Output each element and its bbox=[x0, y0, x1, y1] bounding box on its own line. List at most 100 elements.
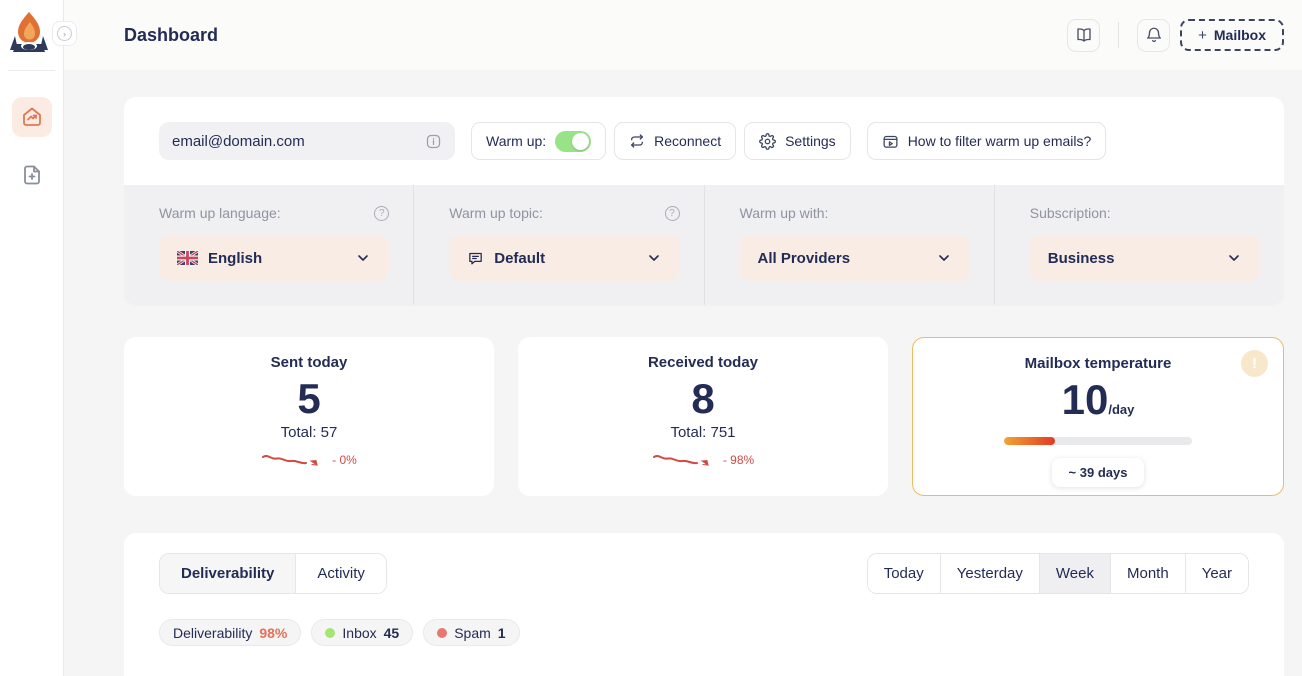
spam-badge[interactable]: Spam 1 bbox=[423, 619, 520, 646]
settings-col-subscription: Subscription: Business bbox=[993, 185, 1284, 305]
chevron-down-icon bbox=[648, 255, 659, 261]
add-mailbox-button[interactable]: + Mailbox bbox=[1180, 19, 1284, 51]
temperature-unit: /day bbox=[1108, 402, 1135, 417]
add-mailbox-label: Mailbox bbox=[1213, 27, 1266, 43]
tab-activity[interactable]: Activity bbox=[296, 554, 386, 593]
inbox-badge[interactable]: Inbox 45 bbox=[311, 619, 414, 646]
mailbox-config-card: Warm up: Reconnect Settings bbox=[124, 97, 1284, 305]
mailbox-toolbar: Warm up: Reconnect Settings bbox=[124, 97, 1284, 185]
range-year[interactable]: Year bbox=[1184, 554, 1248, 593]
temperature-value: 10/day bbox=[1061, 376, 1135, 423]
reconnect-button[interactable]: Reconnect bbox=[614, 122, 737, 160]
chart-controls: Deliverability Activity Today Yesterday … bbox=[159, 553, 1249, 594]
received-today-card: Received today 8 Total: 751 - 98% bbox=[518, 337, 888, 496]
bell-icon bbox=[1146, 27, 1161, 43]
howto-filter-button[interactable]: How to filter warm up emails? bbox=[866, 122, 1107, 160]
providers-value: All Providers bbox=[757, 249, 851, 267]
sidebar-item-reports[interactable] bbox=[12, 155, 52, 195]
subscription-value: Business bbox=[1047, 249, 1115, 267]
book-icon bbox=[1076, 28, 1091, 42]
deliverability-badge[interactable]: Deliverability 98% bbox=[159, 619, 302, 646]
deliverability-card: Deliverability Activity Today Yesterday … bbox=[124, 533, 1284, 676]
stats-row: Sent today 5 Total: 57 - 0% Received tod… bbox=[124, 337, 1284, 496]
trend-row: - 0% bbox=[261, 452, 357, 468]
range-week[interactable]: Week bbox=[1038, 554, 1110, 593]
stat-total: Total: 57 bbox=[280, 424, 338, 442]
days-remaining-badge[interactable]: ~ 39 days bbox=[1051, 458, 1145, 488]
language-label: Warm up language: bbox=[159, 205, 281, 221]
range-month[interactable]: Month bbox=[1109, 554, 1185, 593]
howto-filter-label: How to filter warm up emails? bbox=[907, 133, 1092, 149]
sparkline-down-icon bbox=[262, 455, 318, 467]
chevron-down-icon bbox=[938, 255, 949, 261]
exclamation-icon[interactable]: ! bbox=[1241, 350, 1268, 377]
range-today[interactable]: Today bbox=[867, 554, 940, 593]
help-icon[interactable]: ? bbox=[374, 205, 390, 221]
sidebar: › bbox=[0, 0, 77, 676]
chart-tabs: Deliverability Activity bbox=[159, 553, 387, 594]
temperature-progress bbox=[1004, 437, 1192, 446]
language-dropdown[interactable]: English bbox=[159, 235, 390, 281]
badge-label: Spam bbox=[454, 624, 491, 641]
range-selector: Today Yesterday Week Month Year bbox=[866, 553, 1249, 594]
stat-title: Received today bbox=[647, 354, 759, 371]
topic-label: Warm up topic: bbox=[449, 205, 543, 221]
sync-icon bbox=[631, 134, 644, 148]
main-content: Warm up: Reconnect Settings bbox=[64, 70, 1302, 676]
sidebar-nav bbox=[0, 97, 63, 195]
settings-label: Settings bbox=[785, 133, 836, 149]
range-yesterday[interactable]: Yesterday bbox=[939, 554, 1039, 593]
settings-col-providers: Warm up with: All Providers bbox=[703, 185, 994, 305]
sparkline-down-icon bbox=[652, 455, 709, 467]
language-value: English bbox=[208, 249, 263, 267]
tab-deliverability[interactable]: Deliverability bbox=[160, 554, 297, 593]
badge-value: 1 bbox=[497, 624, 506, 641]
sidebar-collapse-button[interactable]: › bbox=[52, 21, 77, 46]
inbox-dot-icon bbox=[325, 627, 336, 638]
temperature-progress-fill bbox=[1004, 437, 1055, 446]
warmup-settings-band: Warm up language: ? English bbox=[124, 185, 1284, 305]
plus-icon: + bbox=[1198, 26, 1207, 44]
trend-value: - 0% bbox=[332, 453, 357, 468]
header: Dashboard + Mailbox bbox=[64, 0, 1302, 70]
spam-dot-icon bbox=[437, 627, 448, 638]
chevron-down-icon bbox=[1229, 255, 1239, 261]
subscription-dropdown[interactable]: Business bbox=[1029, 235, 1260, 281]
page-title: Dashboard bbox=[124, 24, 219, 45]
sidebar-divider bbox=[8, 70, 55, 71]
providers-dropdown[interactable]: All Providers bbox=[739, 235, 970, 281]
uk-flag-icon bbox=[177, 251, 198, 265]
chevron-down-icon bbox=[358, 255, 369, 261]
mailbox-temperature-card: ! Mailbox temperature 10/day ~ 39 days bbox=[912, 337, 1284, 496]
stat-value: 5 bbox=[297, 375, 321, 422]
video-icon bbox=[883, 135, 898, 148]
email-field[interactable] bbox=[172, 132, 417, 150]
badge-value: 98% bbox=[259, 624, 288, 641]
providers-label: Warm up with: bbox=[739, 205, 829, 221]
home-trend-icon bbox=[22, 107, 41, 126]
header-actions: + Mailbox bbox=[1067, 18, 1284, 52]
temperature-title: Mailbox temperature bbox=[1024, 355, 1172, 372]
settings-col-language: Warm up language: ? English bbox=[124, 185, 413, 305]
badge-label: Deliverability bbox=[173, 624, 253, 641]
stat-total: Total: 751 bbox=[670, 424, 736, 442]
chat-icon bbox=[469, 252, 483, 264]
settings-col-topic: Warm up topic: ? Default bbox=[413, 185, 703, 305]
info-icon[interactable] bbox=[425, 133, 442, 150]
warmup-label: Warm up: bbox=[486, 133, 547, 149]
notifications-button[interactable] bbox=[1137, 18, 1171, 52]
gear-icon bbox=[759, 132, 776, 150]
badge-label: Inbox bbox=[342, 624, 377, 641]
chevron-right-icon: › bbox=[57, 26, 72, 41]
warmup-toggle[interactable] bbox=[555, 130, 592, 152]
sidebar-item-dashboard[interactable] bbox=[11, 97, 52, 137]
help-icon[interactable]: ? bbox=[664, 205, 680, 221]
app-logo-flame-icon[interactable] bbox=[8, 10, 50, 58]
docs-button[interactable] bbox=[1067, 18, 1101, 52]
warmup-toggle-group: Warm up: bbox=[471, 122, 607, 160]
topic-dropdown[interactable]: Default bbox=[449, 235, 680, 281]
badge-value: 45 bbox=[383, 624, 400, 641]
stat-title: Sent today bbox=[270, 354, 348, 371]
file-plus-icon bbox=[23, 165, 40, 185]
settings-button[interactable]: Settings bbox=[744, 122, 851, 160]
